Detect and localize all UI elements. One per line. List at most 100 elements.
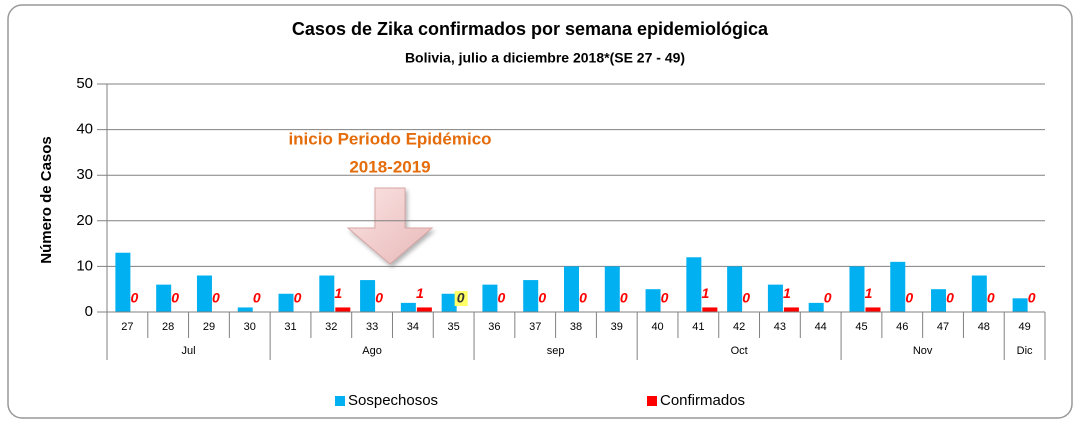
x-tick-label: 45 [855,321,867,333]
bar [890,261,906,312]
label-highlight [454,291,468,306]
data-label: 0 [905,290,913,306]
x-tick-label: 36 [488,321,500,333]
bar [849,266,865,312]
x-group-label: sep [547,345,565,357]
x-tick-label: 48 [978,321,990,333]
x-tick-label: 34 [407,321,419,333]
data-label: 1 [783,285,791,301]
chart-frame [7,4,1073,419]
chart-subtitle: Bolivia, julio a diciembre 2018*(SE 27 -… [405,50,685,66]
bar [702,307,718,312]
x-tick-label: 33 [366,321,378,333]
x-tick-label: 30 [244,321,256,333]
bar [156,284,172,312]
bar [237,307,253,312]
x-tick-label: 38 [570,321,582,333]
legend-swatch [647,396,657,406]
x-tick-label: 37 [529,321,541,333]
x-group-label: Jul [182,345,196,357]
x-tick-label: 28 [162,321,174,333]
y-tick-label: 10 [76,257,93,274]
bar [196,275,212,312]
annotation-arrow [346,187,434,265]
chart-title: Casos de Zika confirmados por semana epi… [292,19,769,39]
legend-swatch [335,396,345,406]
x-group-label: Ago [362,345,382,357]
data-label: 0 [498,290,506,306]
x-group-label: Nov [913,345,933,357]
bar [441,293,457,312]
bar [523,280,539,312]
x-tick-label: 47 [937,321,949,333]
data-label: 0 [946,290,954,306]
bar [686,257,702,312]
data-label: 0 [661,290,669,306]
x-tick-label: 41 [692,321,704,333]
data-label: 0 [253,290,261,306]
x-tick-label: 49 [1018,321,1030,333]
data-label: 0 [538,290,546,306]
bar [604,266,620,312]
data-label: 0 [987,290,995,306]
x-tick-label: 29 [203,321,215,333]
x-tick-label: 39 [611,321,623,333]
bar [808,302,824,312]
bar [931,289,947,312]
x-tick-label: 46 [896,321,908,333]
y-tick-label: 40 [76,121,93,138]
bar [416,307,432,312]
x-tick-label: 42 [733,321,745,333]
bar [564,266,579,312]
x-tick-label: 32 [325,321,337,333]
bar [1012,298,1028,312]
bar [335,307,351,312]
x-group-label: Dic [1017,345,1033,357]
x-group-label: Oct [731,345,748,357]
x-tick-label: 43 [774,321,786,333]
data-label: 1 [701,285,709,301]
x-tick-label: 27 [121,321,133,333]
data-label: 0 [1028,290,1036,306]
bar [319,275,335,312]
bar [767,284,783,312]
data-label: 0 [579,290,587,306]
bar [783,307,799,312]
bar [645,289,661,312]
data-label: 0 [824,290,832,306]
legend-label: Confirmados [660,392,745,409]
legend-label: Sospechosos [348,392,438,409]
data-label: 0 [375,290,383,306]
annotation: 2018-2019 [349,157,430,176]
bar [971,275,987,312]
data-label: 0 [130,290,138,306]
data-label: 1 [416,285,424,301]
data-label: 0 [171,290,179,306]
data-label: 0 [294,290,302,306]
data-label: 0 [620,290,628,306]
y-tick-label: 30 [76,166,93,183]
bar [400,302,416,312]
data-label: 0 [457,290,465,306]
bar [115,252,131,312]
y-tick-label: 20 [76,212,93,229]
y-axis-label: Número de Casos [38,136,55,264]
data-label: 0 [212,290,220,306]
bar [482,284,498,312]
y-tick-label: 0 [85,303,93,320]
x-tick-label: 31 [284,321,296,333]
annotation: inicio Periodo Epidémico [288,129,491,148]
x-tick-label: 44 [815,321,827,333]
bar [865,307,881,312]
bar [278,293,294,312]
data-label: 1 [334,285,342,301]
x-tick-label: 40 [651,321,663,333]
x-tick-label: 35 [448,321,460,333]
data-label: 1 [865,285,873,301]
y-tick-label: 50 [76,75,93,92]
bar [360,280,376,312]
data-label: 0 [742,290,750,306]
